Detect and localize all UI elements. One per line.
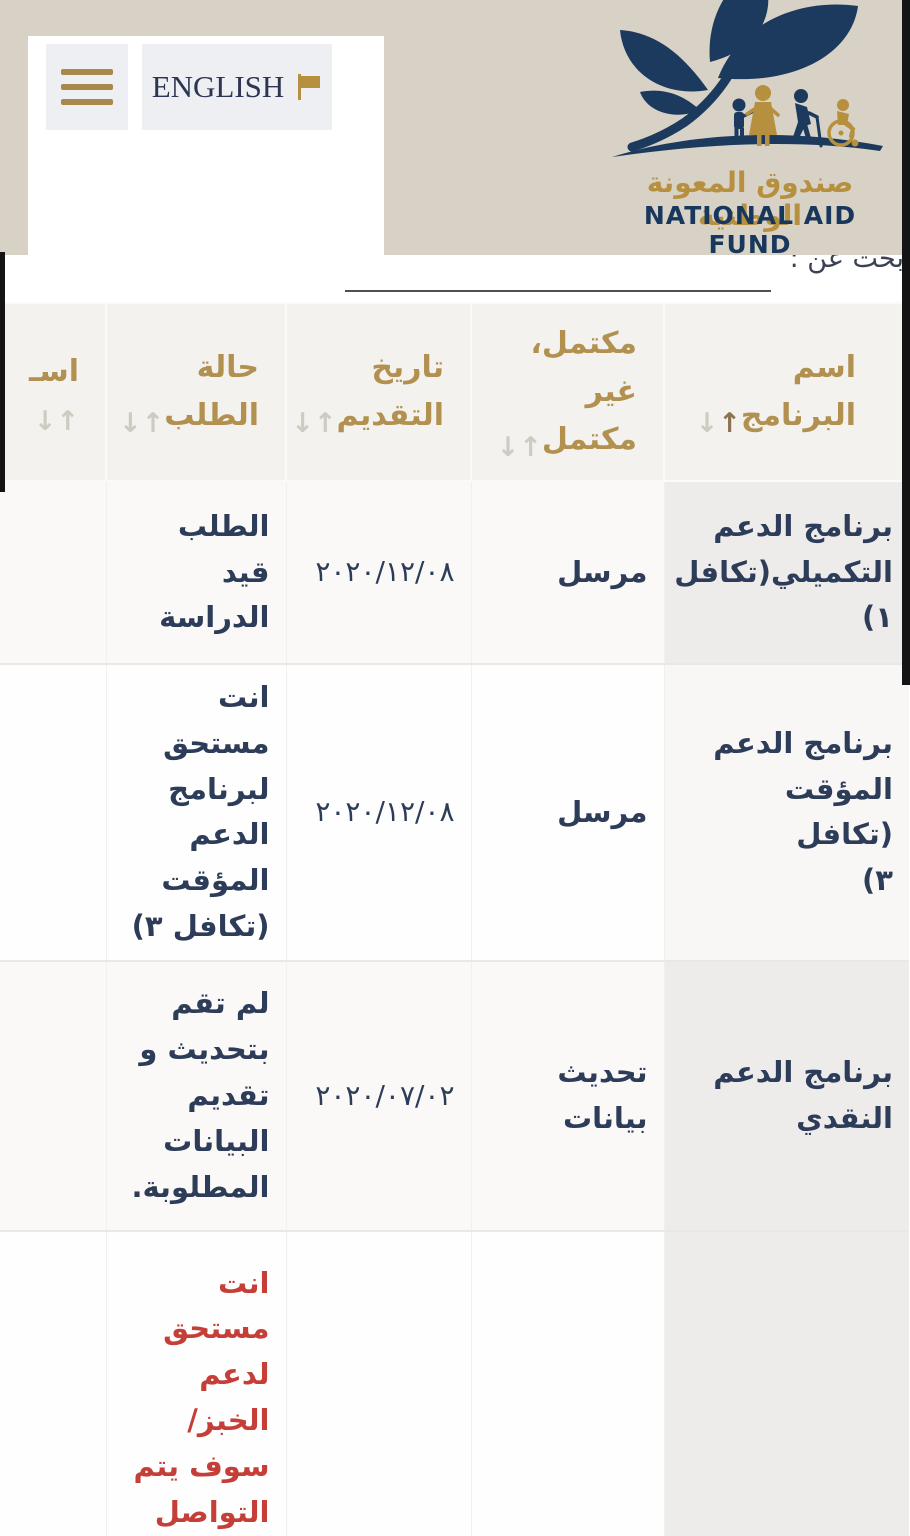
- cell-program-name: برنامج الدعم التكميلي(تكافل ١): [663, 481, 909, 665]
- sort-arrows-icon: ↑↓: [33, 405, 82, 437]
- table-header-row: اسم البرنامج↑↓ مكتمل، غير مكتمل↑↓ تاريخ …: [0, 302, 910, 482]
- cell-clipped: [0, 960, 106, 1232]
- column-header-complete-status[interactable]: مكتمل، غير مكتمل↑↓: [470, 302, 665, 482]
- cell-program-name: [663, 1230, 909, 1536]
- cell-request-status: انت مستحق لبرنامج الدعم المؤقت (تكافل ٣): [105, 664, 286, 962]
- toolbar-card: ENGLISH: [28, 36, 384, 255]
- table-row: برنامج الدعم المؤقت (تكافل ٣) مرسل ٢٠٢٠/…: [0, 664, 909, 962]
- logo-title-english: NATIONAL AID FUND: [643, 201, 857, 259]
- screen-edge-artifact: [0, 252, 5, 492]
- hamburger-icon: [61, 69, 113, 105]
- applications-table: اسم البرنامج↑↓ مكتمل، غير مكتمل↑↓ تاريخ …: [0, 302, 910, 1536]
- sort-arrows-icon: ↑↓: [118, 408, 167, 439]
- table-row: برنامج الدعم التكميلي(تكافل ١) مرسل ٢٠٢٠…: [0, 481, 909, 665]
- naf-logo: صندوق المعونة الوطنية NATIONAL AID FUND: [600, 0, 900, 259]
- cell-submission-date: [285, 1230, 471, 1536]
- language-label: ENGLISH: [151, 69, 285, 104]
- cell-clipped: [0, 664, 106, 962]
- column-header-submission-date[interactable]: تاريخ التقديم↑↓: [285, 302, 472, 482]
- sort-arrows-icon: ↑↓: [291, 408, 339, 439]
- screen-edge-artifact: [902, 0, 910, 685]
- cell-submission-date: ٢٠٢٠/١٢/٠٨: [285, 481, 471, 665]
- table-row: انت مستحق لدعم الخبز/ سوف يتم التواصل مع…: [0, 1230, 909, 1536]
- column-header-clipped[interactable]: اسـ ↑↓: [0, 302, 107, 482]
- cell-complete-status: مرسل: [470, 664, 664, 962]
- sort-arrows-icon: ↑↓: [496, 432, 545, 463]
- cell-clipped: [0, 481, 106, 665]
- sort-arrows-icon: ↑↓: [695, 408, 744, 439]
- flag-icon: [298, 74, 321, 100]
- language-toggle-button[interactable]: ENGLISH: [142, 44, 332, 130]
- search-input[interactable]: [345, 256, 771, 292]
- logo-tree-illustration: [612, 0, 883, 157]
- app-header: ENGLISH: [0, 0, 910, 259]
- cell-complete-status: مرسل: [470, 481, 664, 665]
- cell-submission-date: ٢٠٢٠/٠٧/٠٢: [285, 960, 471, 1232]
- cell-submission-date: ٢٠٢٠/١٢/٠٨: [285, 664, 471, 962]
- logo-title-arabic: صندوق المعونة الوطنية: [646, 166, 854, 232]
- cell-request-status: لم تقم بتحديث و تقديم البيانات المطلوبة.: [105, 960, 286, 1232]
- menu-button[interactable]: [46, 44, 128, 130]
- cell-clipped: [0, 1230, 106, 1536]
- table-row: برنامج الدعم النقدي تحديث بيانات ٢٠٢٠/٠٧…: [0, 960, 909, 1232]
- cell-program-name: برنامج الدعم النقدي: [663, 960, 909, 1232]
- cell-program-name: برنامج الدعم المؤقت (تكافل ٣): [663, 664, 909, 962]
- cell-complete-status: [470, 1230, 664, 1536]
- cell-complete-status: تحديث بيانات: [470, 960, 664, 1232]
- column-header-program-name[interactable]: اسم البرنامج↑↓: [663, 302, 910, 482]
- column-header-request-status[interactable]: حالة الطلب↑↓: [105, 302, 287, 482]
- cell-request-status: الطلب قيد الدراسة: [105, 481, 286, 665]
- cell-request-status: انت مستحق لدعم الخبز/ سوف يتم التواصل مع…: [105, 1230, 286, 1536]
